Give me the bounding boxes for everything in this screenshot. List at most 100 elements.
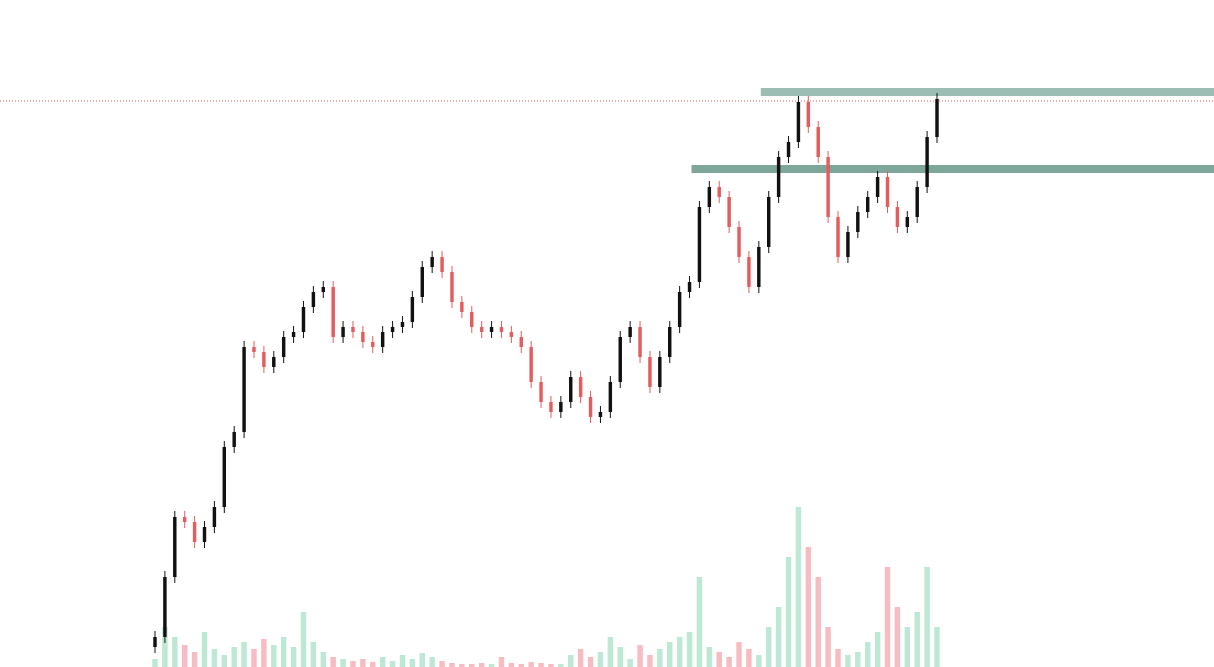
candle-body bbox=[885, 177, 890, 207]
volume-bar bbox=[904, 627, 911, 667]
candle-body bbox=[588, 397, 593, 417]
candle-body bbox=[925, 137, 929, 187]
volume-bar bbox=[825, 627, 831, 667]
volume-bar bbox=[676, 637, 683, 667]
candle-body bbox=[252, 347, 256, 352]
candle-body bbox=[440, 257, 444, 272]
candle-body bbox=[519, 337, 523, 347]
candle-body bbox=[479, 327, 484, 332]
candle-body bbox=[915, 187, 919, 217]
candle-body bbox=[737, 227, 741, 257]
candle-body bbox=[509, 332, 514, 337]
volume-bar bbox=[360, 659, 366, 667]
candle-body bbox=[222, 447, 227, 507]
volume-bar bbox=[657, 649, 663, 667]
candle-body bbox=[272, 357, 276, 367]
volume-bar bbox=[449, 663, 455, 667]
candle-body bbox=[173, 517, 177, 577]
candle-body bbox=[786, 142, 791, 157]
candle-body bbox=[766, 197, 771, 247]
candle-body bbox=[865, 197, 870, 212]
candle-body bbox=[281, 337, 286, 357]
volume-bar bbox=[439, 661, 445, 667]
candle-body bbox=[361, 332, 365, 342]
volume-bar bbox=[280, 637, 287, 667]
volume-bar bbox=[874, 632, 881, 667]
volume-bar bbox=[647, 655, 653, 667]
volume-bar bbox=[310, 642, 317, 667]
candle-body bbox=[262, 352, 266, 367]
candle-body bbox=[311, 292, 316, 307]
volume-bar bbox=[389, 661, 396, 667]
candle-body bbox=[549, 402, 553, 412]
volume-bar bbox=[320, 652, 327, 667]
volume-bar bbox=[211, 649, 218, 667]
candle-body bbox=[806, 102, 811, 127]
candle-body bbox=[776, 157, 781, 197]
volume-bar bbox=[459, 664, 465, 667]
volume-bar bbox=[667, 642, 673, 667]
candle-body bbox=[470, 312, 474, 327]
candle-body bbox=[331, 287, 335, 337]
volume-bar bbox=[409, 659, 416, 667]
candle-body bbox=[192, 522, 197, 542]
candle-body bbox=[658, 357, 662, 387]
volume-bar bbox=[884, 567, 891, 667]
candle-body bbox=[460, 302, 464, 312]
volume-bar bbox=[815, 577, 821, 667]
candle-body bbox=[153, 637, 157, 647]
volume-bar bbox=[835, 649, 841, 667]
volume-bar bbox=[627, 659, 633, 667]
candle-body bbox=[747, 257, 751, 287]
volume-bar bbox=[379, 657, 386, 667]
volume-bar bbox=[765, 627, 772, 667]
volume-bar bbox=[152, 659, 158, 667]
volume-bar bbox=[934, 627, 940, 667]
candle-body bbox=[816, 127, 820, 157]
volume-bar bbox=[706, 647, 713, 667]
volume-bar bbox=[191, 652, 198, 667]
volume-bar bbox=[795, 507, 802, 667]
volume-bar bbox=[271, 645, 277, 667]
volume-bar bbox=[241, 642, 247, 667]
candle-body bbox=[687, 282, 692, 292]
volume-bar bbox=[558, 664, 564, 667]
volume-bar bbox=[350, 661, 356, 667]
volume-bar bbox=[736, 642, 742, 667]
candle-body bbox=[430, 257, 434, 267]
volume-bar bbox=[726, 657, 732, 667]
candle-body bbox=[638, 327, 642, 357]
candle-body bbox=[846, 232, 850, 257]
volume-bar bbox=[370, 662, 376, 667]
candle-body bbox=[380, 332, 385, 347]
volume-bar bbox=[617, 647, 623, 667]
candle-body bbox=[202, 527, 207, 542]
volume-bar bbox=[251, 649, 257, 667]
volume-bar bbox=[548, 664, 554, 667]
volume-bar bbox=[528, 662, 534, 667]
volume-bar bbox=[716, 652, 722, 667]
volume-bar bbox=[924, 567, 930, 667]
candle-body bbox=[301, 307, 306, 332]
candle-body bbox=[677, 292, 682, 327]
volume-bar bbox=[181, 645, 188, 667]
candle-body bbox=[351, 327, 355, 332]
volume-bar bbox=[261, 639, 267, 667]
volume-bar bbox=[864, 642, 871, 667]
volume-bar bbox=[172, 637, 178, 667]
candle-body bbox=[905, 217, 910, 227]
candle-body bbox=[608, 382, 613, 412]
volume-bar bbox=[419, 653, 425, 667]
volume-bar bbox=[518, 664, 524, 667]
volume-bar bbox=[300, 612, 307, 667]
volume-bar bbox=[587, 657, 594, 667]
volume-bar bbox=[162, 627, 168, 667]
volume-bar bbox=[429, 657, 435, 667]
volume-bar bbox=[746, 649, 752, 667]
candle-body bbox=[717, 187, 721, 197]
candle-body bbox=[232, 432, 236, 447]
volume-bar bbox=[775, 607, 782, 667]
candle-body bbox=[875, 177, 880, 197]
volume-bar bbox=[201, 632, 208, 667]
